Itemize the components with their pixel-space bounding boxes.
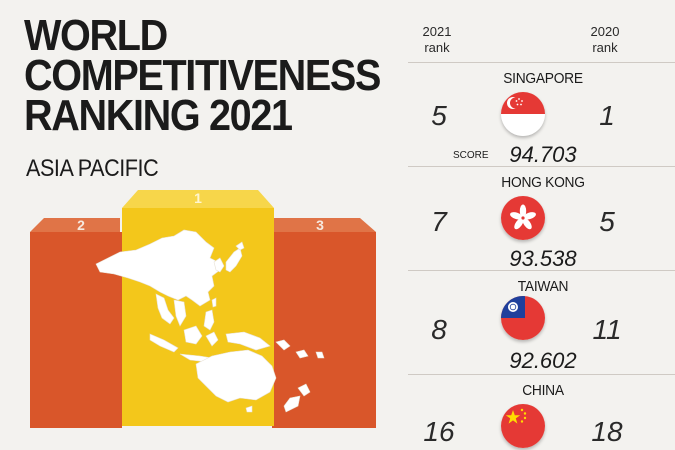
header-2020-rank: 2020 rank xyxy=(580,24,630,56)
china-flag-icon xyxy=(501,404,545,448)
asia-pacific-map xyxy=(95,229,325,413)
rank-2021: 8 xyxy=(431,314,447,345)
score-value: 93.538 xyxy=(509,246,577,271)
row-divider xyxy=(408,62,675,63)
header-2020-word: rank xyxy=(592,40,618,55)
title-line-2: COMPETITIVENESS xyxy=(24,51,381,100)
row-divider xyxy=(408,166,675,167)
title-line-1: WORLD xyxy=(24,11,168,60)
rank-2020: 18 xyxy=(591,416,623,447)
page-title: WORLD COMPETITIVENESS RANKING 2021 xyxy=(24,11,381,140)
ranking-row-hong-kong: HONG KONG 7 5 93.538 xyxy=(408,166,675,271)
score-value: 94.703 xyxy=(509,142,577,167)
rank-2020: 1 xyxy=(599,100,615,131)
header-2021-rank: 2021 rank xyxy=(412,24,462,56)
singapore-flag-icon xyxy=(501,92,545,136)
podium-label-3: 3 xyxy=(316,217,324,233)
subtitle: ASIA PACIFIC xyxy=(26,155,159,182)
country-name: CHINA xyxy=(522,382,564,399)
podium-label-1: 1 xyxy=(194,190,202,206)
score-label: SCORE xyxy=(453,150,489,161)
header-2021-word: rank xyxy=(424,40,450,55)
header-2021-year: 2021 xyxy=(422,24,452,39)
score-value: 92.602 xyxy=(509,348,577,373)
country-name: HONG KONG xyxy=(501,174,585,191)
country-name: TAIWAN xyxy=(517,278,569,295)
ranking-row-singapore: SINGAPORE 5 1 SCORE 94.703 xyxy=(408,62,675,167)
podium-illustration: 2 1 3 xyxy=(30,190,376,428)
rank-2020: 11 xyxy=(592,314,622,345)
header-2020-year: 2020 xyxy=(590,24,620,39)
podium-third-place xyxy=(272,218,376,428)
ranking-row-taiwan: TAIWAN 8 11 92.602 xyxy=(408,270,675,374)
rank-2021: 16 xyxy=(423,416,455,447)
podium-label-2: 2 xyxy=(77,217,85,233)
title-line-3: RANKING 2021 xyxy=(24,91,293,140)
ranking-row-china: CHINA 16 18 xyxy=(408,374,675,450)
rank-2021: 7 xyxy=(431,206,447,237)
rank-2020: 5 xyxy=(599,206,615,237)
row-divider xyxy=(408,270,675,271)
row-divider xyxy=(408,374,675,375)
podium-second-place xyxy=(30,218,122,428)
hong-kong-flag-icon xyxy=(501,196,545,240)
rank-2021: 5 xyxy=(431,100,447,131)
taiwan-flag-icon xyxy=(501,296,545,340)
country-name: SINGAPORE xyxy=(503,70,583,87)
